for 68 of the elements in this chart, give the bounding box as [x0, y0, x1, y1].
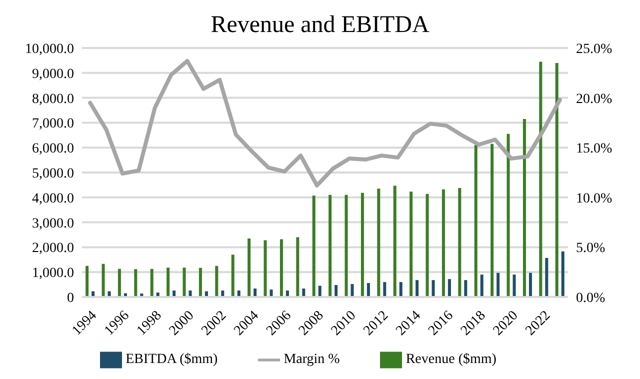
bar	[366, 283, 370, 297]
bar	[312, 196, 316, 297]
y2-tick-label: 5.0%	[576, 241, 606, 256]
bar	[458, 188, 462, 297]
bar	[350, 284, 354, 297]
y-tick-label: 2,000.0	[32, 241, 74, 256]
bar	[545, 258, 548, 297]
y-tick-label: 9,000.0	[32, 66, 74, 82]
y-tick-label: 5,000.0	[32, 166, 74, 182]
y-tick-label: 0	[67, 290, 74, 306]
bar	[334, 285, 338, 297]
line-series	[88, 58, 562, 188]
bar	[86, 266, 89, 297]
y-tick-label: 6,000.0	[32, 142, 74, 157]
bar	[102, 264, 105, 297]
bar	[166, 268, 170, 297]
bar	[318, 286, 322, 297]
bar	[150, 268, 154, 297]
y-tick-label: 3,000.0	[32, 216, 74, 232]
y-tick-label: 8,000.0	[32, 92, 74, 107]
y-tick-label: 4,000.0	[32, 191, 74, 206]
bar	[410, 192, 413, 297]
bar	[448, 279, 451, 297]
bar	[118, 268, 121, 297]
bar	[248, 238, 251, 297]
chart-title: Revenue and EBITDA	[210, 11, 430, 40]
bar	[198, 268, 202, 297]
bar	[474, 145, 478, 297]
bar	[377, 188, 380, 297]
bar	[231, 254, 234, 297]
y2-tick-label: 25.0%	[576, 42, 612, 57]
bar	[134, 269, 138, 297]
bar	[393, 186, 396, 297]
y2-tick-label: 0.0%	[576, 290, 606, 306]
y-tick-label: 10,000.0	[25, 42, 74, 57]
bar	[522, 118, 526, 297]
y-tick-label: 7,000.0	[32, 116, 74, 132]
bar	[399, 282, 402, 297]
bar	[432, 280, 435, 297]
bar	[442, 189, 445, 297]
bar	[539, 62, 542, 297]
bar	[264, 240, 267, 297]
bar	[426, 194, 429, 297]
bar	[480, 274, 484, 297]
bar	[490, 144, 494, 297]
bar	[182, 268, 186, 297]
bar	[506, 134, 510, 297]
bar	[464, 280, 468, 297]
bar	[561, 251, 564, 297]
bar	[328, 194, 332, 297]
bar	[383, 282, 386, 297]
y2-tick-label: 15.0%	[576, 142, 612, 157]
legend-label: Revenue ($mm)	[406, 352, 496, 368]
legend-label: Margin %	[284, 352, 340, 368]
bar	[296, 237, 300, 297]
bar	[416, 280, 419, 297]
y-tick-label: 1,000.0	[32, 266, 74, 282]
bar	[360, 192, 364, 297]
bar	[280, 239, 283, 297]
bar	[215, 266, 218, 297]
bar	[496, 272, 500, 297]
bar	[528, 272, 532, 297]
bar	[344, 194, 348, 297]
bar	[512, 274, 516, 297]
y2-tick-label: 20.0%	[576, 92, 612, 107]
legend-label: EBITDA ($mm)	[126, 352, 218, 368]
bar	[555, 62, 558, 297]
y2-tick-label: 10.0%	[576, 191, 612, 206]
